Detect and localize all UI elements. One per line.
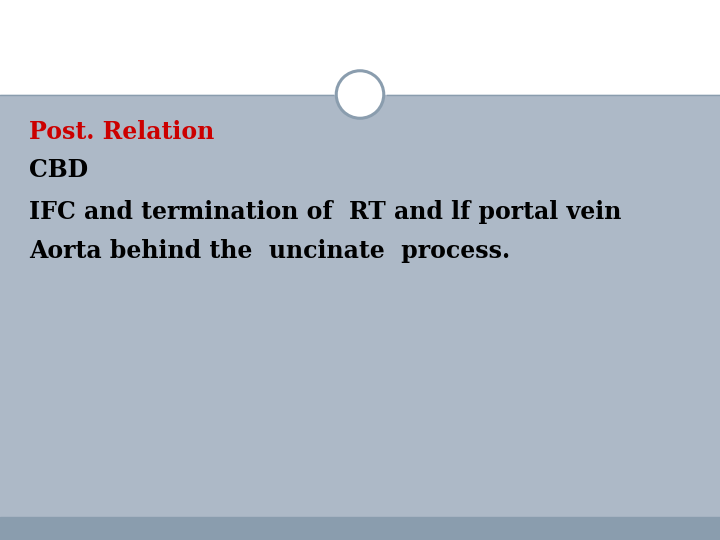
Bar (0, 94, 720, 517)
Ellipse shape (336, 71, 384, 118)
Bar (0, 0, 720, 94)
Text: Aorta behind the  uncinate  process.: Aorta behind the uncinate process. (29, 239, 510, 263)
Text: Post. Relation: Post. Relation (29, 120, 214, 144)
Text: CBD: CBD (29, 158, 88, 182)
Bar (0, 517, 720, 540)
Text: IFC and termination of  RT and lf portal vein: IFC and termination of RT and lf portal … (29, 200, 621, 224)
